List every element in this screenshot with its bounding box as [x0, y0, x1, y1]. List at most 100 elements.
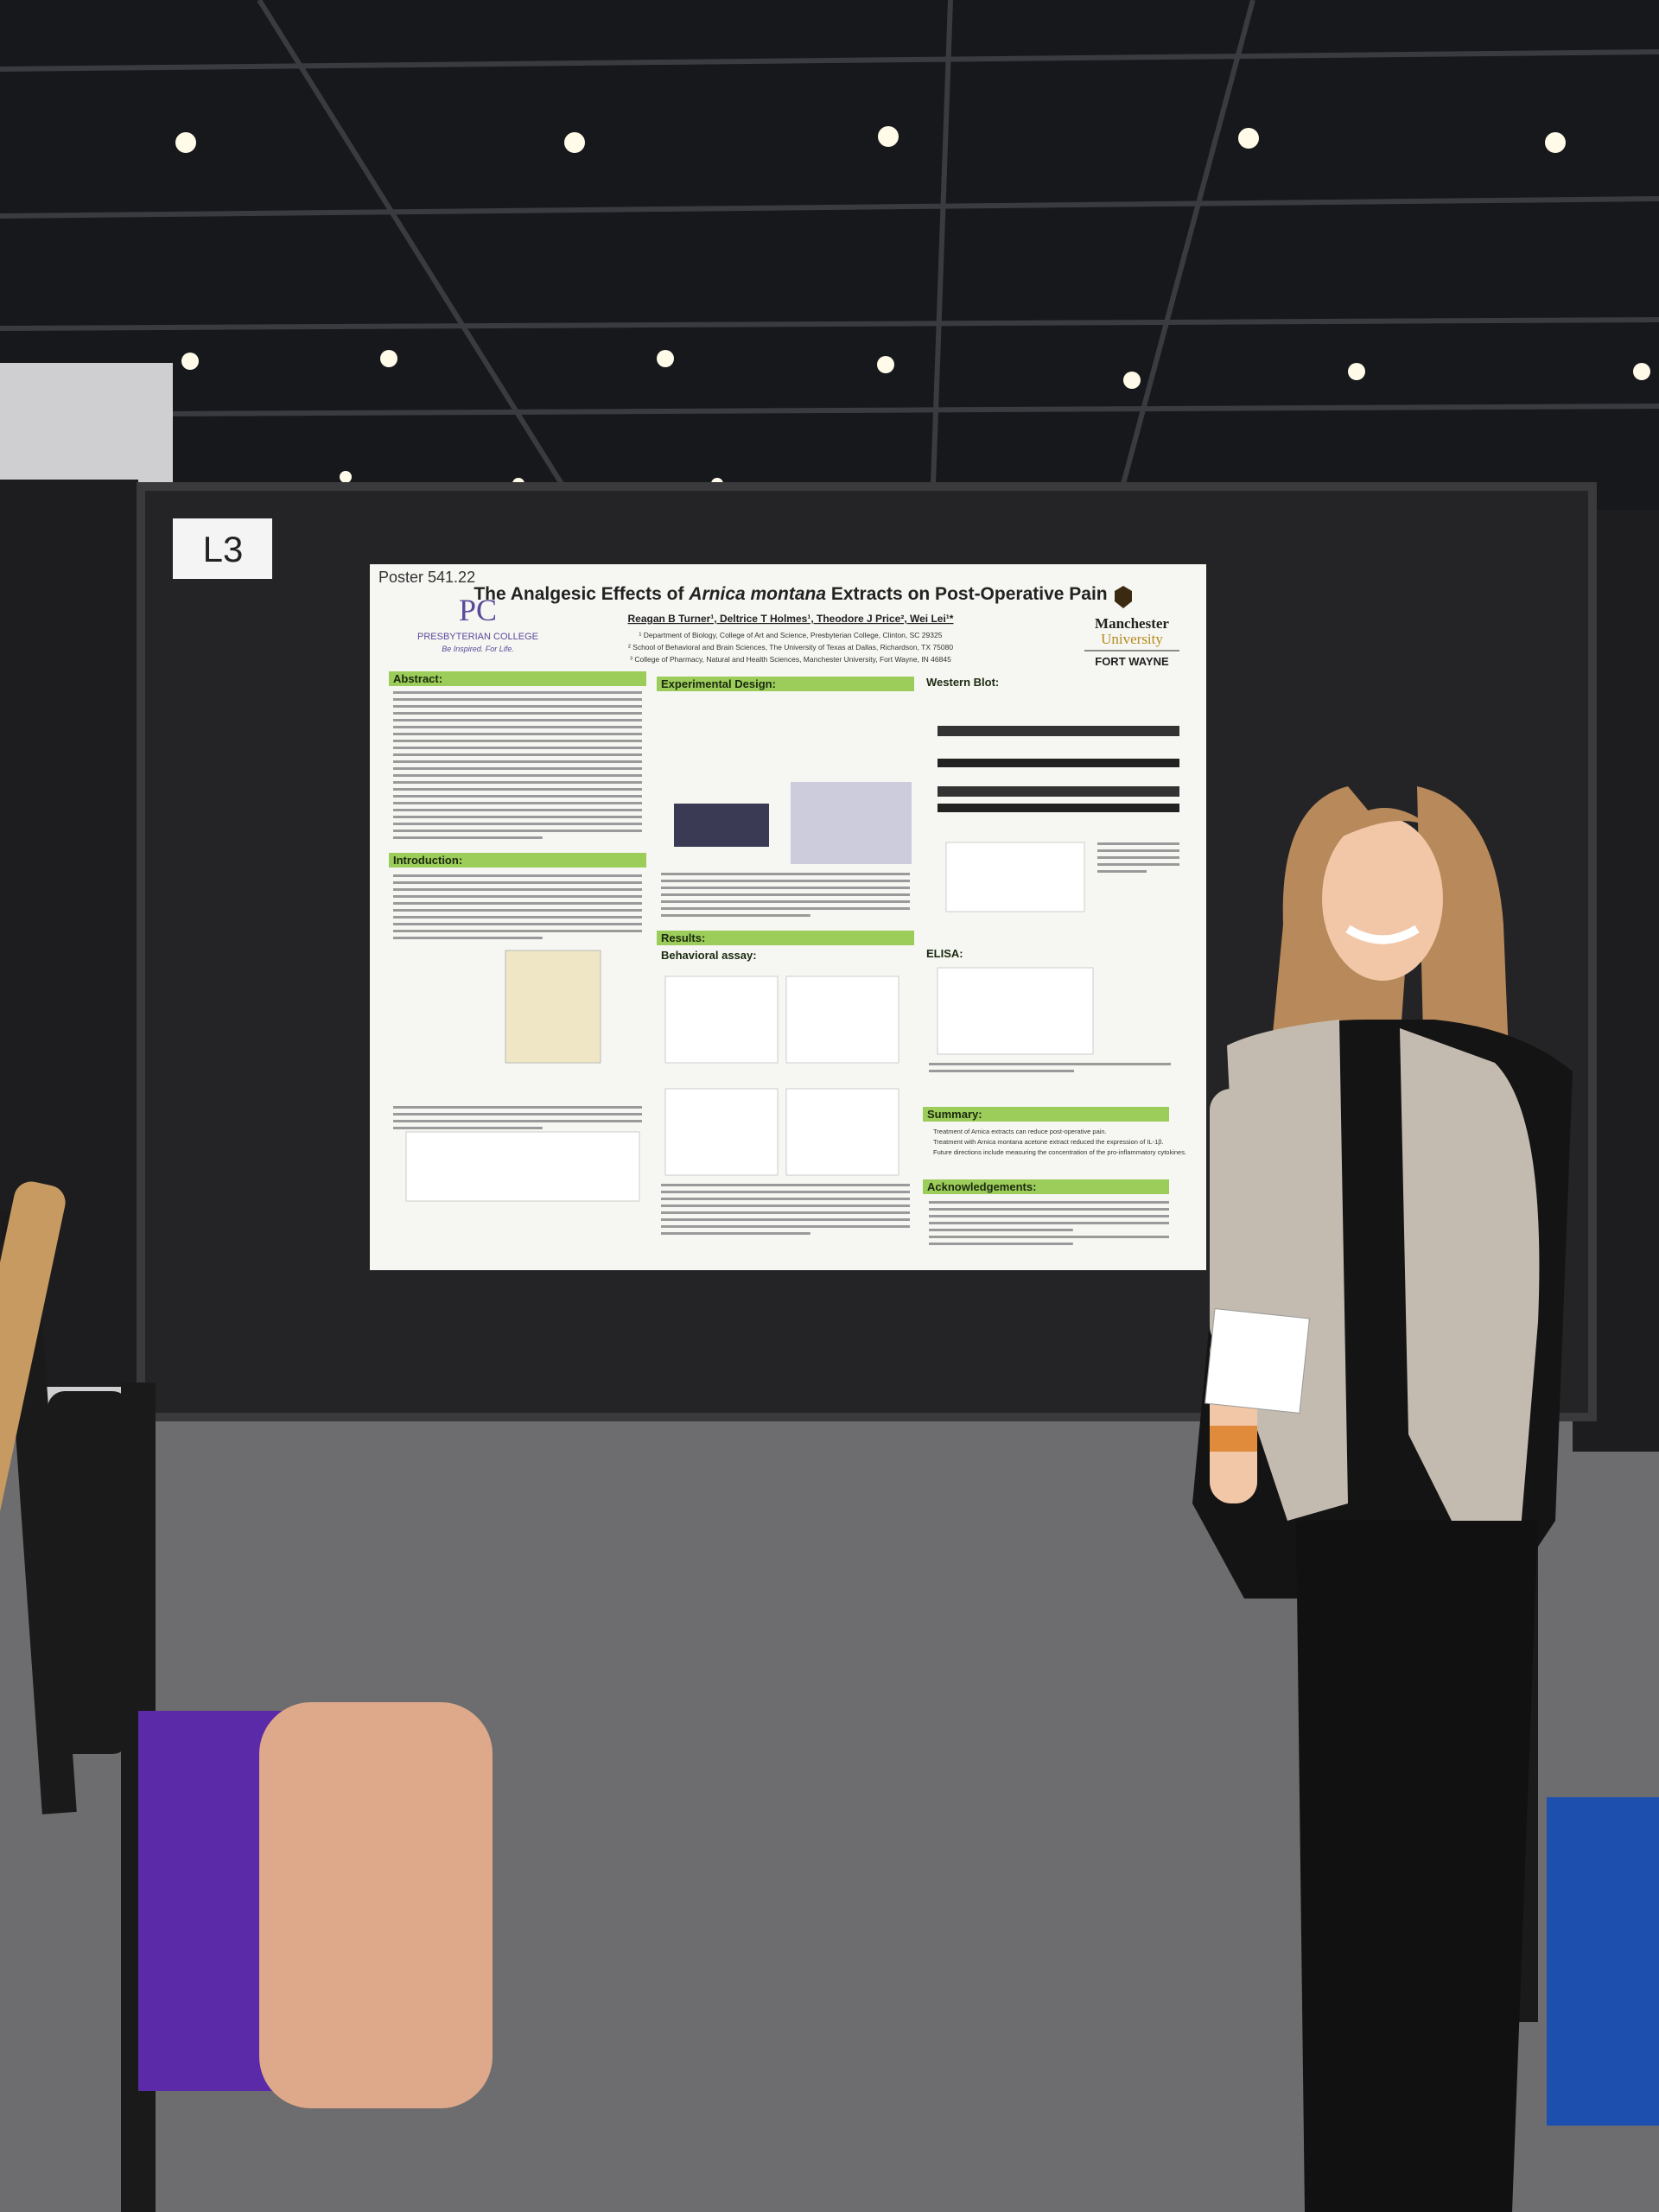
text-line — [661, 1205, 910, 1207]
text-line — [661, 914, 810, 917]
section-header: Acknowledgements: — [927, 1180, 1036, 1193]
text-line — [393, 802, 642, 804]
text-line — [929, 1222, 1169, 1224]
summary-point: Treatment with Arnica montana acetone ex… — [933, 1138, 1164, 1146]
affiliation: ³ College of Pharmacy, Natural and Healt… — [630, 655, 951, 664]
text-line — [393, 760, 642, 763]
ceiling — [0, 0, 1659, 518]
text-line — [661, 880, 910, 882]
text-line — [393, 909, 642, 912]
text-line — [393, 895, 642, 898]
text-line — [393, 881, 642, 884]
text-line — [661, 1232, 810, 1235]
text-line — [1097, 870, 1147, 873]
university-campus: FORT WAYNE — [1095, 655, 1169, 668]
text-line — [393, 823, 642, 825]
text-line — [393, 712, 642, 715]
title-part: Arnica montana — [688, 584, 826, 604]
title-part: Extracts on Post-Operative Pain — [826, 584, 1108, 604]
text-line — [661, 873, 910, 875]
college-logo: PC — [459, 593, 497, 627]
text-line — [929, 1243, 1073, 1245]
text-line — [393, 1120, 642, 1122]
affiliation: ¹ Department of Biology, College of Art … — [639, 631, 943, 639]
text-line — [661, 1184, 910, 1186]
text-line — [393, 795, 642, 798]
bag — [1547, 1797, 1659, 2126]
text-line — [661, 893, 910, 896]
text-line — [661, 887, 910, 889]
text-line — [393, 726, 642, 728]
text-line — [393, 902, 642, 905]
section-header: Results: — [661, 931, 705, 944]
person — [1192, 786, 1573, 2212]
university-name: University — [1101, 631, 1163, 647]
text-line — [393, 691, 642, 694]
backpack — [259, 1702, 493, 2108]
text-line — [929, 1208, 1169, 1211]
board-label: L3 — [203, 529, 244, 569]
text-line — [661, 907, 910, 910]
text-line — [393, 774, 642, 777]
text-line — [393, 747, 642, 749]
text-line — [393, 874, 642, 877]
title-part: The Analgesic Effects of — [474, 584, 689, 604]
text-line — [929, 1236, 1169, 1238]
text-line — [1097, 842, 1179, 845]
poster-number: Poster 541.22 — [378, 569, 475, 586]
text-line — [393, 1127, 543, 1129]
text-line — [393, 705, 642, 708]
text-line — [661, 1191, 910, 1193]
text-line — [661, 1198, 910, 1200]
stand-post — [48, 1391, 130, 1754]
text-line — [393, 767, 642, 770]
text-line — [393, 740, 642, 742]
text-line — [393, 1113, 642, 1116]
text-line — [393, 816, 642, 818]
text-line — [1097, 849, 1179, 852]
text-line — [393, 719, 642, 721]
body-text — [393, 691, 1179, 1245]
poster-tube — [0, 1181, 66, 1837]
college-name: PRESBYTERIAN COLLEGE — [417, 632, 538, 642]
text-line — [393, 809, 642, 811]
text-line — [393, 753, 642, 756]
section-header: Abstract: — [393, 672, 442, 685]
text-line — [661, 900, 910, 903]
poster-title: The Analgesic Effects of Arnica montana … — [474, 584, 1107, 604]
section-header: Experimental Design: — [661, 677, 776, 690]
section-header: ELISA: — [926, 947, 963, 960]
affiliation: ² School of Behavioral and Brain Science… — [628, 643, 953, 652]
college-tagline: Be Inspired. For Life. — [442, 645, 514, 653]
text-line — [393, 781, 642, 784]
university-shield — [1115, 586, 1132, 608]
text-line — [393, 930, 642, 932]
text-line — [929, 1229, 1073, 1231]
text-line — [661, 1225, 910, 1228]
text-line — [661, 1218, 910, 1221]
section-header: Western Blot: — [926, 676, 999, 689]
text-line — [929, 1201, 1169, 1204]
summary-point: Treatment of Arnica extracts can reduce … — [933, 1128, 1107, 1135]
text-line — [929, 1070, 1074, 1072]
text-line — [393, 836, 543, 839]
board-label-card — [173, 518, 272, 579]
text-line — [393, 923, 642, 925]
text-line — [929, 1063, 1171, 1065]
section-header: Behavioral assay: — [661, 949, 757, 962]
text-line — [1097, 856, 1179, 859]
text-line — [929, 1215, 1169, 1217]
summary-point: Future directions include measuring the … — [933, 1148, 1186, 1156]
section-header: Introduction: — [393, 854, 462, 867]
text-line — [393, 888, 642, 891]
figures — [405, 726, 1179, 1202]
text-line — [393, 733, 642, 735]
text-line — [393, 788, 642, 791]
text-line — [393, 698, 642, 701]
ceiling-lights — [175, 126, 1650, 499]
text-line — [393, 1106, 642, 1109]
ceiling-trusses — [0, 0, 1659, 486]
